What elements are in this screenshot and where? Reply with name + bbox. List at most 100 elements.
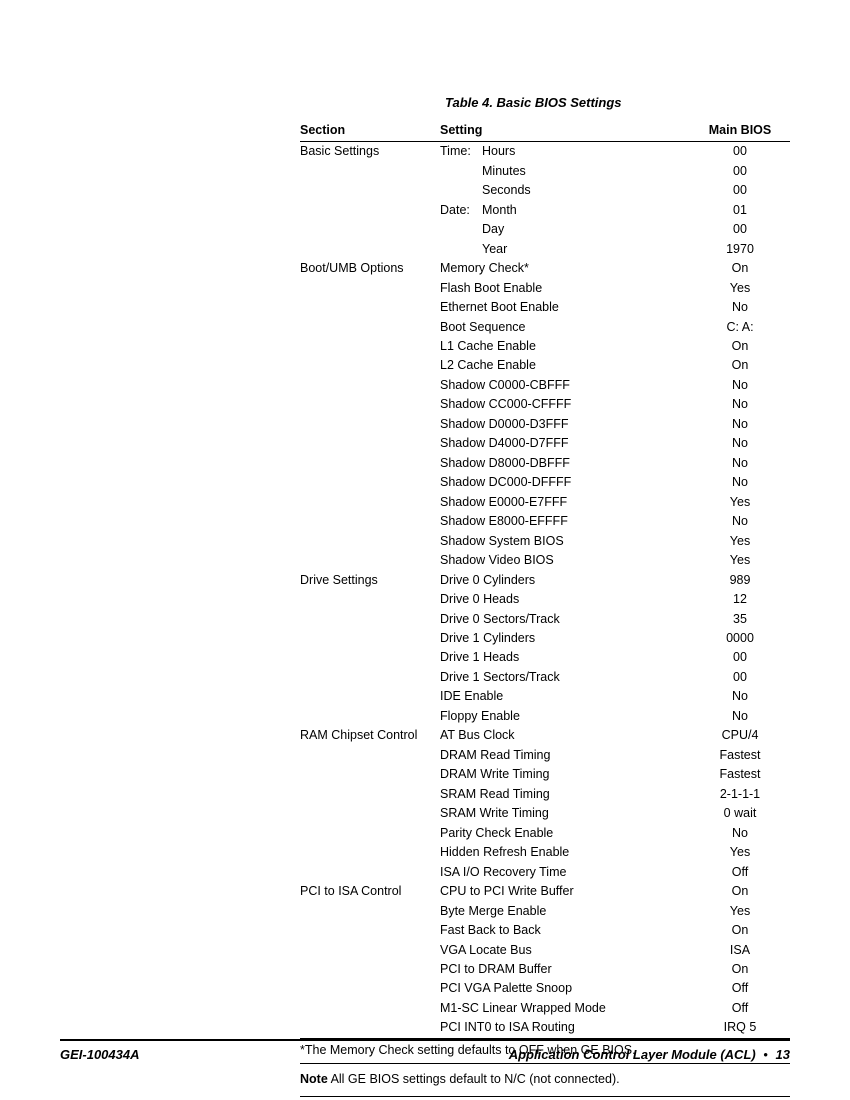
table-row: Boot/UMB OptionsMemory Check*On xyxy=(300,259,790,278)
cell-section xyxy=(300,804,440,823)
cell-setting: Flash Boot Enable xyxy=(440,278,690,297)
cell-setting: Shadow E8000-EFFFF xyxy=(440,512,690,531)
cell-section: RAM Chipset Control xyxy=(300,726,440,745)
table-row: Drive SettingsDrive 0 Cylinders989 xyxy=(300,570,790,589)
cell-section xyxy=(300,999,440,1018)
table-row: Basic SettingsTime:Hours00 xyxy=(300,142,790,162)
cell-section xyxy=(300,492,440,511)
cell-setting: Hidden Refresh Enable xyxy=(440,843,690,862)
table-row: PCI INT0 to ISA RoutingIRQ 5 xyxy=(300,1018,790,1039)
cell-section xyxy=(300,765,440,784)
table-row: Byte Merge EnableYes xyxy=(300,901,790,920)
setting-label: Minutes xyxy=(482,163,526,180)
cell-setting: L2 Cache Enable xyxy=(440,356,690,375)
cell-section xyxy=(300,434,440,453)
cell-setting: IDE Enable xyxy=(440,687,690,706)
cell-setting: Drive 1 Sectors/Track xyxy=(440,668,690,687)
page-footer: GEI-100434A Application Control Layer Mo… xyxy=(60,1039,790,1062)
cell-setting: L1 Cache Enable xyxy=(440,337,690,356)
table-row: Drive 1 Cylinders0000 xyxy=(300,629,790,648)
table-row: Shadow D8000-DBFFFNo xyxy=(300,454,790,473)
cell-value: Yes xyxy=(690,901,790,920)
cell-value: 00 xyxy=(690,142,790,162)
note-text: All GE BIOS settings default to N/C (not… xyxy=(328,1072,620,1086)
cell-section xyxy=(300,376,440,395)
setting-label: Day xyxy=(482,221,504,238)
col-header-setting: Setting xyxy=(440,120,690,142)
footer-page-number: 13 xyxy=(776,1047,790,1062)
table-title: Table 4. Basic BIOS Settings xyxy=(300,95,790,110)
cell-section xyxy=(300,395,440,414)
cell-value: Yes xyxy=(690,551,790,570)
note-label: Note xyxy=(300,1072,328,1086)
cell-value: CPU/4 xyxy=(690,726,790,745)
cell-setting: Drive 1 Heads xyxy=(440,648,690,667)
cell-setting: Parity Check Enable xyxy=(440,823,690,842)
cell-value: 0 wait xyxy=(690,804,790,823)
cell-value: No xyxy=(690,512,790,531)
cell-value: 00 xyxy=(690,181,790,200)
cell-value: 00 xyxy=(690,161,790,180)
cell-section xyxy=(300,707,440,726)
table-row: RAM Chipset ControlAT Bus ClockCPU/4 xyxy=(300,726,790,745)
cell-section xyxy=(300,220,440,239)
cell-value: Off xyxy=(690,979,790,998)
cell-value: 0000 xyxy=(690,629,790,648)
footer-doc-id: GEI-100434A xyxy=(60,1047,140,1062)
cell-value: On xyxy=(690,356,790,375)
table-row: DRAM Read TimingFastest xyxy=(300,746,790,765)
table-row: Day00 xyxy=(300,220,790,239)
cell-section xyxy=(300,181,440,200)
cell-setting: Floppy Enable xyxy=(440,707,690,726)
table-note: Note All GE BIOS settings default to N/C… xyxy=(300,1064,790,1097)
cell-setting: Drive 1 Cylinders xyxy=(440,629,690,648)
cell-value: No xyxy=(690,415,790,434)
cell-section: PCI to ISA Control xyxy=(300,882,440,901)
cell-setting: DRAM Read Timing xyxy=(440,746,690,765)
cell-setting: SRAM Write Timing xyxy=(440,804,690,823)
table-row: Shadow D0000-D3FFFNo xyxy=(300,415,790,434)
cell-section xyxy=(300,278,440,297)
table-row: Drive 0 Sectors/Track35 xyxy=(300,609,790,628)
cell-value: 989 xyxy=(690,570,790,589)
table-row: Drive 1 Heads00 xyxy=(300,648,790,667)
cell-value: No xyxy=(690,473,790,492)
table-row: Drive 0 Heads12 xyxy=(300,590,790,609)
cell-section xyxy=(300,512,440,531)
cell-setting: VGA Locate Bus xyxy=(440,940,690,959)
cell-setting: Date:Month xyxy=(440,200,690,219)
cell-setting: AT Bus Clock xyxy=(440,726,690,745)
cell-setting: Boot Sequence xyxy=(440,317,690,336)
cell-section xyxy=(300,921,440,940)
cell-value: On xyxy=(690,882,790,901)
cell-section xyxy=(300,356,440,375)
cell-setting: Shadow D0000-D3FFF xyxy=(440,415,690,434)
cell-section xyxy=(300,901,440,920)
cell-section xyxy=(300,298,440,317)
table-row: Shadow DC000-DFFFFNo xyxy=(300,473,790,492)
table-row: Shadow E8000-EFFFFNo xyxy=(300,512,790,531)
cell-setting: Time:Hours xyxy=(440,142,690,162)
cell-section xyxy=(300,979,440,998)
table-row: Shadow D4000-D7FFFNo xyxy=(300,434,790,453)
table-row: Parity Check EnableNo xyxy=(300,823,790,842)
cell-value: Yes xyxy=(690,492,790,511)
table-row: SRAM Write Timing0 wait xyxy=(300,804,790,823)
setting-label: Seconds xyxy=(482,182,531,199)
table-row: Seconds 00 xyxy=(300,181,790,200)
footer-doc-title: Application Control Layer Module (ACL) xyxy=(509,1047,756,1062)
col-header-value: Main BIOS xyxy=(690,120,790,142)
cell-section xyxy=(300,161,440,180)
cell-section xyxy=(300,609,440,628)
setting-label: Month xyxy=(482,202,517,219)
cell-setting: Memory Check* xyxy=(440,259,690,278)
cell-setting: CPU to PCI Write Buffer xyxy=(440,882,690,901)
cell-setting: Minutes xyxy=(440,161,690,180)
col-header-section: Section xyxy=(300,120,440,142)
cell-value: IRQ 5 xyxy=(690,1018,790,1039)
cell-value: No xyxy=(690,376,790,395)
table-row: Minutes 00 xyxy=(300,161,790,180)
cell-section xyxy=(300,551,440,570)
table-row: Hidden Refresh EnableYes xyxy=(300,843,790,862)
cell-section xyxy=(300,960,440,979)
